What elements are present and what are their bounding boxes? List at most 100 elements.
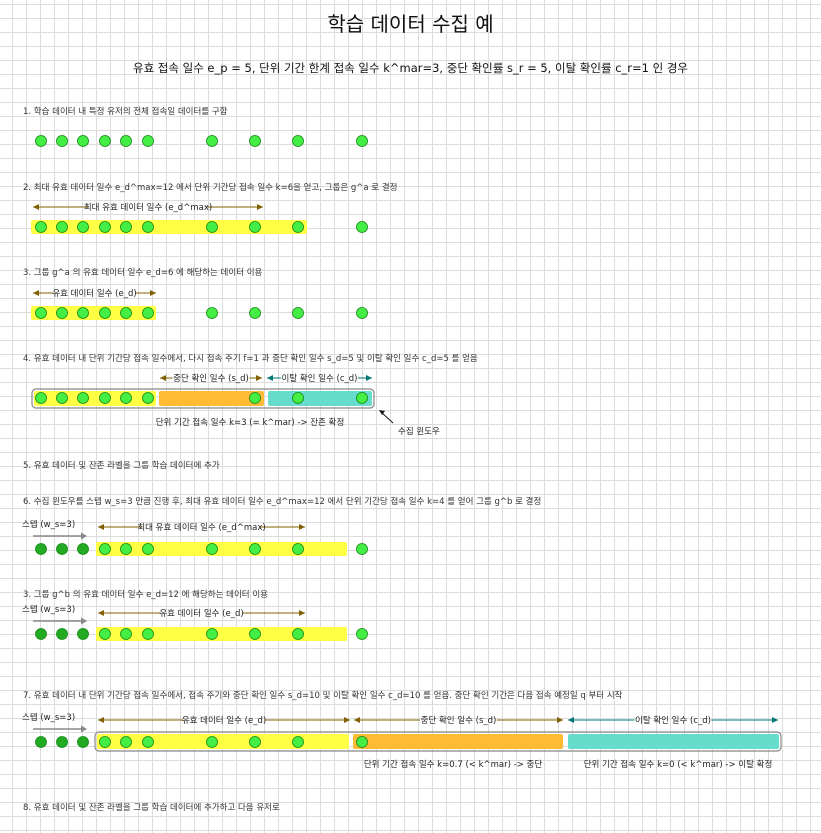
pointer-line (380, 411, 394, 424)
day-dot (292, 221, 304, 233)
day-dot (99, 543, 111, 555)
day-dot (35, 392, 47, 404)
arrow-head (33, 204, 39, 210)
valid-range-bar (96, 627, 347, 641)
day-dot (77, 736, 89, 748)
day-dot (292, 135, 304, 147)
churn-check-bar (568, 734, 779, 749)
step-arrow-head (81, 617, 87, 625)
day-dot (206, 221, 218, 233)
arrow-head (267, 375, 273, 381)
day-dot (99, 221, 111, 233)
collect-window-frame (31, 388, 375, 409)
arrow-head (257, 204, 263, 210)
day-dot (120, 628, 132, 640)
arrow-head (366, 375, 372, 381)
arrow-label-churn_check_days: 이탈 확인 일수 (c_d) (282, 373, 358, 384)
day-dot (356, 307, 368, 319)
arrow-label-churn_check_days: 이탈 확인 일수 (c_d) (635, 715, 711, 726)
day-dot (292, 543, 304, 555)
day-dot (142, 135, 154, 147)
pointer-head (379, 410, 385, 415)
stop-check-bar (159, 391, 264, 406)
step-5-text: 5. 유효 데이터 및 잔존 라벨을 그룹 학습 데이터에 추가 (23, 461, 220, 471)
day-dot (56, 392, 68, 404)
result-survive-label: 단위 기간 접속 일수 k=3 (= k^mar) -> 잔존 확정 (156, 417, 345, 428)
step-label-7: 스텝 (w_s=3) (22, 712, 75, 723)
day-dot (142, 543, 154, 555)
arrow-head (98, 717, 104, 723)
max-valid-range-bar (96, 542, 347, 556)
day-dot (99, 628, 111, 640)
day-dot (249, 543, 261, 555)
step-label-6: 스텝 (w_s=3) (22, 519, 75, 530)
day-dot (120, 135, 132, 147)
day-dot (56, 736, 68, 748)
day-dot (99, 135, 111, 147)
arrow-head (160, 375, 166, 381)
day-dot (249, 221, 261, 233)
day-dot (142, 736, 154, 748)
day-dot (77, 392, 89, 404)
step-arrow-head (81, 532, 87, 540)
arrow-head (256, 375, 262, 381)
valid-range-bar (31, 306, 156, 320)
day-dot (56, 221, 68, 233)
day-dot (292, 736, 304, 748)
day-dot (56, 307, 68, 319)
arrow-head (568, 717, 574, 723)
arrow-head (150, 290, 156, 296)
day-dot (77, 307, 89, 319)
result-churn-label: 단위 기간 접속 일수 k=0 (< k^mar) -> 이탈 확정 (584, 759, 773, 770)
arrow-label-max_valid_days: 최대 유효 데이터 일수 (e_d^max) (137, 522, 265, 533)
day-dot (35, 307, 47, 319)
arrow-head (299, 610, 305, 616)
arrow-label-valid_days: 유효 데이터 일수 (e_d) (182, 715, 266, 726)
day-dot (99, 736, 111, 748)
page-subtitle: 유효 접속 일수 e_p = 5, 단위 기간 한계 접속 일수 k^mar=3… (132, 61, 689, 75)
day-dot (356, 221, 368, 233)
step-7-text: 7. 유효 데이터 내 단위 기간당 접속 일수에서, 접속 주기와 중단 확인… (23, 691, 623, 701)
day-dot (292, 392, 304, 404)
day-dot (142, 628, 154, 640)
arrow-head (344, 717, 350, 723)
day-dot (356, 135, 368, 147)
day-dot (77, 628, 89, 640)
day-dot (77, 135, 89, 147)
day-dot (142, 221, 154, 233)
day-dot (35, 628, 47, 640)
arrow-label-valid_days: 유효 데이터 일수 (e_d) (52, 288, 136, 299)
step-1-text: 1. 학습 데이터 내 특정 유저의 전체 접속일 데이터를 구함 (23, 107, 228, 117)
collect-window-frame (94, 731, 782, 752)
day-dot (249, 135, 261, 147)
step-4-text: 4. 유효 데이터 내 단위 기간당 접속 일수에서, 다시 접속 주기 f=1… (23, 354, 478, 364)
day-dot (35, 736, 47, 748)
day-dot (292, 628, 304, 640)
step-8-text: 8. 유효 데이터 및 잔존 라벨을 그룹 학습 데이터에 추가하고 다음 유저… (23, 803, 280, 813)
day-dot (142, 392, 154, 404)
page-title: 학습 데이터 수집 예 (327, 12, 494, 36)
day-dot (120, 392, 132, 404)
step-3a-text: 3. 그룹 g^a 의 유효 데이터 일수 e_d=6 에 해당하는 데이터 이… (23, 268, 263, 278)
arrow-head (98, 610, 104, 616)
day-dot (35, 543, 47, 555)
day-dot (292, 307, 304, 319)
arrow-head (33, 290, 39, 296)
arrow-head (354, 717, 360, 723)
arrow-head (299, 524, 305, 530)
arrow-head (98, 524, 104, 530)
day-dot (120, 543, 132, 555)
arrow-label-stop_check_days: 중단 확인 일수 (s_d) (173, 373, 249, 384)
day-dot (206, 628, 218, 640)
day-dot (35, 135, 47, 147)
day-dot (249, 736, 261, 748)
day-dot (249, 392, 261, 404)
day-dot (206, 543, 218, 555)
day-dot (56, 628, 68, 640)
day-dot (99, 392, 111, 404)
day-dot (249, 307, 261, 319)
day-dot (99, 307, 111, 319)
day-dot (356, 543, 368, 555)
valid-range-bar (97, 734, 349, 749)
